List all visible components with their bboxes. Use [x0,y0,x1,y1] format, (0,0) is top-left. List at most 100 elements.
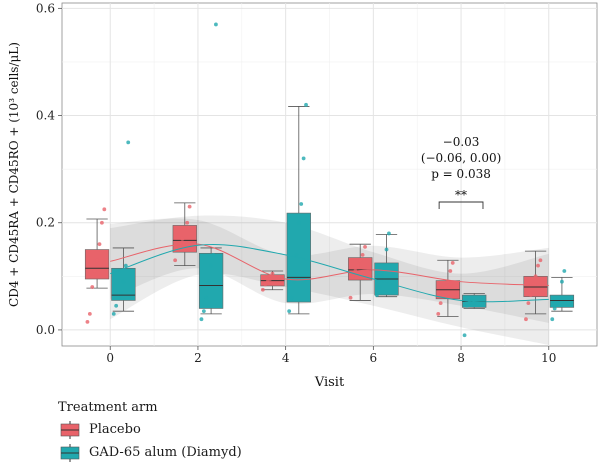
point-placebo [182,226,187,230]
point-placebo [528,293,533,297]
point-diamyd [296,220,301,225]
point-placebo [260,287,265,292]
point-diamyd [552,306,557,311]
point-diamyd [292,279,296,284]
x-tick-label: 10 [541,351,556,365]
point-diamyd [384,247,389,252]
point-diamyd [123,263,128,268]
trend-line-placebo [110,243,549,286]
point-placebo [180,236,185,241]
point-placebo [360,252,365,257]
point-placebo [95,258,99,263]
point-placebo [87,311,92,316]
box-placebo [523,276,548,297]
x-axis-title: Visit [314,375,345,390]
point-diamyd [374,293,379,297]
point-placebo [97,242,102,247]
significance-bracket [438,201,484,209]
point-placebo [85,319,90,324]
point-placebo [268,277,272,281]
point-placebo [450,261,455,265]
point-diamyd [287,309,292,314]
point-placebo [90,285,95,289]
legend-title: Treatment arm [58,400,158,415]
legend: Treatment arm Placebo GAD-65 alum (Diamy… [58,400,358,462]
point-diamyd [121,279,126,284]
point-placebo [531,282,536,287]
point-diamyd [206,279,211,284]
point-diamyd [119,290,123,295]
point-placebo [538,258,543,263]
point-diamyd [379,274,384,279]
legend-label-placebo: Placebo [89,422,141,437]
annotation-text: −0.03 [443,135,480,149]
y-axis-title: CD4 + CD45RA + CD45RO + (10³ cells/μL) [7,42,21,307]
box-diamyd [111,267,136,301]
point-diamyd [201,309,206,314]
point-placebo [265,279,270,284]
y-tick-label: 0.2 [36,216,55,230]
point-diamyd [214,22,218,27]
point-diamyd [204,295,209,300]
x-tick-label: 6 [370,351,378,365]
point-diamyd [557,295,562,300]
point-placebo [100,220,104,225]
trend-line-diamyd [110,244,549,303]
point-diamyd [560,279,564,284]
point-diamyd [462,333,467,338]
point-diamyd [209,263,213,268]
point-diamyd [114,303,119,308]
point-diamyd [387,231,391,236]
point-placebo [270,271,275,276]
y-tick-label: 0.4 [36,109,55,123]
point-diamyd [377,285,382,289]
x-tick-label: 0 [106,351,114,365]
point-placebo [92,269,97,273]
point-diamyd [550,317,555,322]
legend-item-placebo: Placebo [58,420,358,442]
point-placebo [448,269,453,273]
point-placebo [526,301,531,306]
point-placebo [173,258,178,263]
point-placebo [536,263,540,268]
y-tick-label: 0.6 [36,1,55,15]
box-placebo [84,249,110,280]
point-diamyd [304,102,308,107]
x-tick-label: 4 [282,351,290,365]
significance-marker: ** [455,188,467,202]
point-placebo [185,220,190,225]
legend-item-diamyd: GAD-65 alum (Diamyd) [58,443,358,465]
point-diamyd [562,269,567,273]
point-diamyd [111,311,116,316]
point-placebo [443,285,448,289]
point-placebo [363,244,367,249]
point-diamyd [294,252,299,257]
point-placebo [436,311,441,316]
point-diamyd [469,295,474,300]
annotation-text: p = 0.038 [431,167,491,181]
point-diamyd [467,301,472,306]
legend-key-diamyd [60,444,80,462]
legend-key-placebo [60,421,80,439]
point-placebo [351,274,355,279]
point-diamyd [199,317,204,322]
point-placebo [358,258,363,263]
point-placebo [355,263,360,268]
point-placebo [533,274,538,279]
point-diamyd [211,252,216,257]
point-diamyd [382,263,386,268]
point-diamyd [116,295,121,300]
point-diamyd [299,202,304,206]
point-diamyd [465,303,469,308]
point-diamyd [289,295,294,300]
point-diamyd [126,140,131,145]
point-placebo [102,207,107,212]
point-placebo [348,295,353,300]
box-placebo [348,257,373,281]
point-placebo [187,204,192,209]
chart: 0 2 4 6 8 10 0.0 0.2 0.4 0.6 Visit CD4 + CD45RA + C… [7,1,598,390]
x-tick-label: 8 [457,351,465,365]
x-tick-label: 2 [194,351,202,365]
point-placebo [438,301,443,306]
box-diamyd [198,252,224,309]
